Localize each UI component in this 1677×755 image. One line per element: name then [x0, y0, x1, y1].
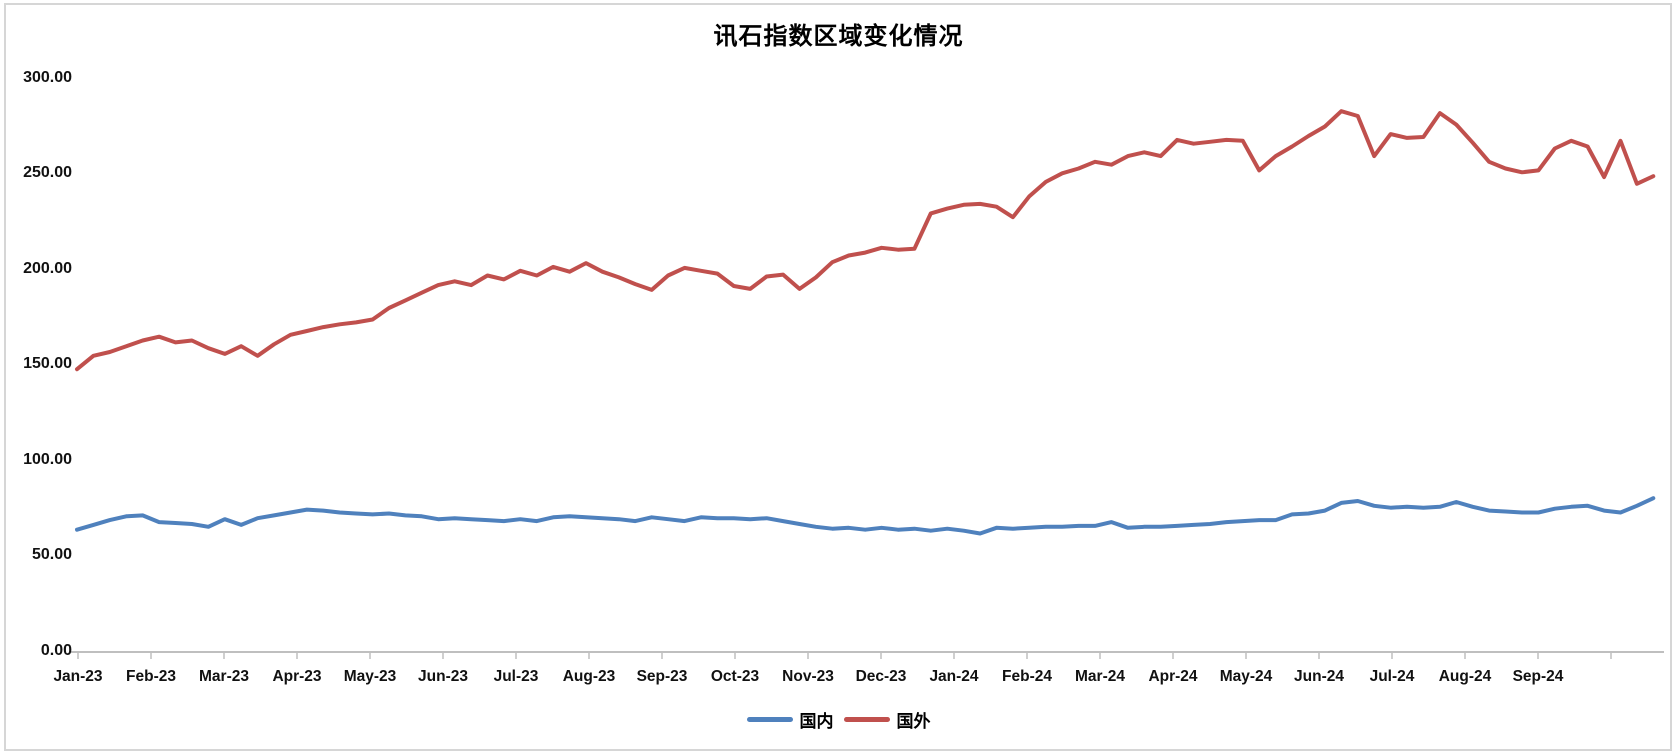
x-axis-label: Feb-24: [1002, 668, 1052, 685]
x-axis-label: Jul-23: [493, 668, 539, 685]
legend-line-foreign-icon: [843, 717, 890, 722]
x-axis-label: Apr-24: [1148, 668, 1198, 685]
x-axis-label: Apr-23: [272, 668, 322, 685]
plot-line-foreign: [75, 109, 1656, 372]
x-axis-label: Nov-23: [782, 668, 834, 685]
x-axis-label: Jan-24: [929, 668, 979, 685]
y-axis-label: 300.00: [23, 68, 72, 86]
y-axis-label: 150.00: [23, 355, 72, 373]
x-axis-label: Aug-23: [562, 668, 616, 685]
y-axis-label: 250.00: [23, 164, 72, 182]
legend-item-foreign[interactable]: 国外: [843, 707, 931, 732]
y-axis-label: 50.00: [31, 546, 72, 564]
x-axis-label: Aug-24: [1438, 668, 1492, 685]
x-axis-label: Feb-23: [126, 668, 176, 685]
x-axis-label: Jun-23: [418, 668, 468, 685]
plot-line-domestic: [75, 496, 1656, 536]
x-axis-label: Mar-23: [199, 668, 249, 685]
x-axis-label: Jun-24: [1294, 668, 1344, 685]
x-axis-label: Sep-24: [1512, 668, 1564, 685]
y-axis-label: 100.00: [23, 450, 72, 468]
x-axis-label: Dec-23: [855, 668, 907, 685]
x-axis-label: Oct-23: [710, 668, 760, 685]
x-axis-label: Jan-23: [53, 668, 103, 685]
chart-title: 讯石指数区域变化情况: [713, 23, 964, 50]
legend-line-domestic-icon: [746, 717, 793, 722]
legend-item-domestic[interactable]: 国内: [746, 707, 834, 732]
y-axis-label: 200.00: [23, 259, 72, 277]
chart-area-border: [4, 3, 1672, 751]
x-axis-label: May-24: [1219, 668, 1273, 685]
x-axis-label: Sep-23: [636, 668, 688, 685]
legend: 国内 国外: [0, 707, 1677, 732]
legend-label-foreign: 国外: [896, 712, 931, 731]
x-axis-label: May-23: [343, 668, 397, 685]
x-axis-label: Mar-24: [1075, 668, 1125, 685]
x-axis-label: Jul-24: [1369, 668, 1415, 685]
legend-label-domestic: 国内: [799, 712, 834, 731]
y-axis-label: 0.00: [40, 642, 72, 659]
